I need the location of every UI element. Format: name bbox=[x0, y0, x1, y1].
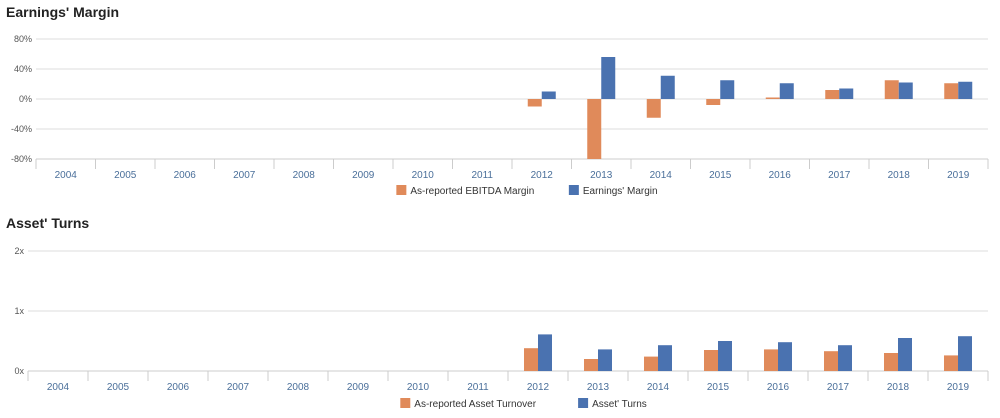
bar-series1 bbox=[704, 350, 718, 371]
bar-series2 bbox=[898, 82, 913, 99]
category-label: 2014 bbox=[650, 170, 673, 181]
bar-series2 bbox=[718, 341, 732, 371]
category-label: 2019 bbox=[947, 382, 970, 393]
category-label: 2016 bbox=[769, 170, 792, 181]
y-tick-label: 0% bbox=[19, 94, 32, 104]
bar-series1 bbox=[824, 351, 838, 371]
legend-swatch bbox=[396, 185, 407, 195]
legend-swatch bbox=[578, 398, 589, 408]
bar-series1 bbox=[825, 90, 840, 99]
category-label: 2010 bbox=[407, 382, 430, 393]
category-label: 2008 bbox=[287, 382, 310, 393]
bar-series1 bbox=[524, 348, 538, 371]
chart-title-earnings-margin: Earnings' Margin bbox=[6, 4, 120, 20]
category-label: 2005 bbox=[114, 170, 137, 181]
category-label: 2009 bbox=[352, 170, 375, 181]
category-label: 2007 bbox=[227, 382, 250, 393]
category-label: 2006 bbox=[167, 382, 190, 393]
y-tick-label: -80% bbox=[11, 154, 32, 164]
bar-series1 bbox=[527, 99, 542, 107]
category-label: 2005 bbox=[107, 382, 130, 393]
y-tick-label: 80% bbox=[14, 34, 32, 44]
bar-series2 bbox=[660, 75, 675, 99]
y-tick-label: 2x bbox=[14, 246, 24, 256]
category-label: 2012 bbox=[527, 382, 550, 393]
bar-series1 bbox=[646, 99, 661, 118]
bar-series2 bbox=[601, 57, 616, 99]
bar-series1 bbox=[644, 356, 658, 371]
category-label: 2016 bbox=[767, 382, 790, 393]
bar-series2 bbox=[958, 81, 973, 99]
category-label: 2012 bbox=[531, 170, 554, 181]
category-label: 2018 bbox=[887, 382, 910, 393]
category-label: 2017 bbox=[828, 170, 851, 181]
bar-series1 bbox=[764, 349, 778, 371]
category-label: 2013 bbox=[590, 170, 613, 181]
bar-series2 bbox=[839, 88, 854, 99]
bar-series1 bbox=[587, 99, 602, 159]
legend-label: Earnings' Margin bbox=[583, 186, 658, 197]
bar-series2 bbox=[720, 80, 735, 99]
bar-series2 bbox=[538, 334, 552, 371]
category-label: 2015 bbox=[709, 170, 732, 181]
category-label: 2015 bbox=[707, 382, 730, 393]
category-label: 2017 bbox=[827, 382, 850, 393]
bar-series1 bbox=[944, 355, 958, 371]
y-tick-label: 1x bbox=[14, 306, 24, 316]
legend-label: As-reported Asset Turnover bbox=[414, 399, 536, 410]
legend-label: As-reported EBITDA Margin bbox=[410, 186, 534, 197]
bar-series1 bbox=[944, 83, 959, 99]
category-label: 2004 bbox=[55, 170, 78, 181]
bar-series2 bbox=[598, 349, 612, 371]
category-label: 2013 bbox=[587, 382, 610, 393]
legend-label: Asset' Turns bbox=[592, 399, 647, 410]
category-label: 2006 bbox=[174, 170, 197, 181]
bar-series1 bbox=[584, 359, 598, 371]
category-label: 2014 bbox=[647, 382, 670, 393]
category-label: 2018 bbox=[888, 170, 911, 181]
bar-series1 bbox=[765, 97, 780, 99]
y-tick-label: 0x bbox=[14, 366, 24, 376]
bar-series1 bbox=[706, 99, 721, 105]
category-label: 2008 bbox=[293, 170, 316, 181]
bar-series2 bbox=[541, 91, 556, 99]
bar-series1 bbox=[884, 80, 899, 99]
category-label: 2010 bbox=[412, 170, 435, 181]
category-label: 2004 bbox=[47, 382, 70, 393]
legend-swatch bbox=[568, 185, 579, 195]
category-label: 2011 bbox=[467, 382, 489, 393]
category-label: 2019 bbox=[947, 170, 970, 181]
bar-series2 bbox=[778, 342, 792, 371]
bar-series2 bbox=[838, 345, 852, 371]
bar-series2 bbox=[779, 83, 794, 99]
bar-series2 bbox=[958, 336, 972, 371]
bar-series1 bbox=[884, 353, 898, 371]
y-tick-label: -40% bbox=[11, 124, 32, 134]
category-label: 2011 bbox=[471, 170, 493, 181]
bar-series2 bbox=[898, 338, 912, 371]
chart-title-asset-turns: Asset' Turns bbox=[6, 215, 90, 231]
bar-series2 bbox=[658, 345, 672, 371]
category-label: 2009 bbox=[347, 382, 370, 393]
legend-swatch bbox=[400, 398, 411, 408]
y-tick-label: 40% bbox=[14, 64, 32, 74]
category-label: 2007 bbox=[233, 170, 256, 181]
